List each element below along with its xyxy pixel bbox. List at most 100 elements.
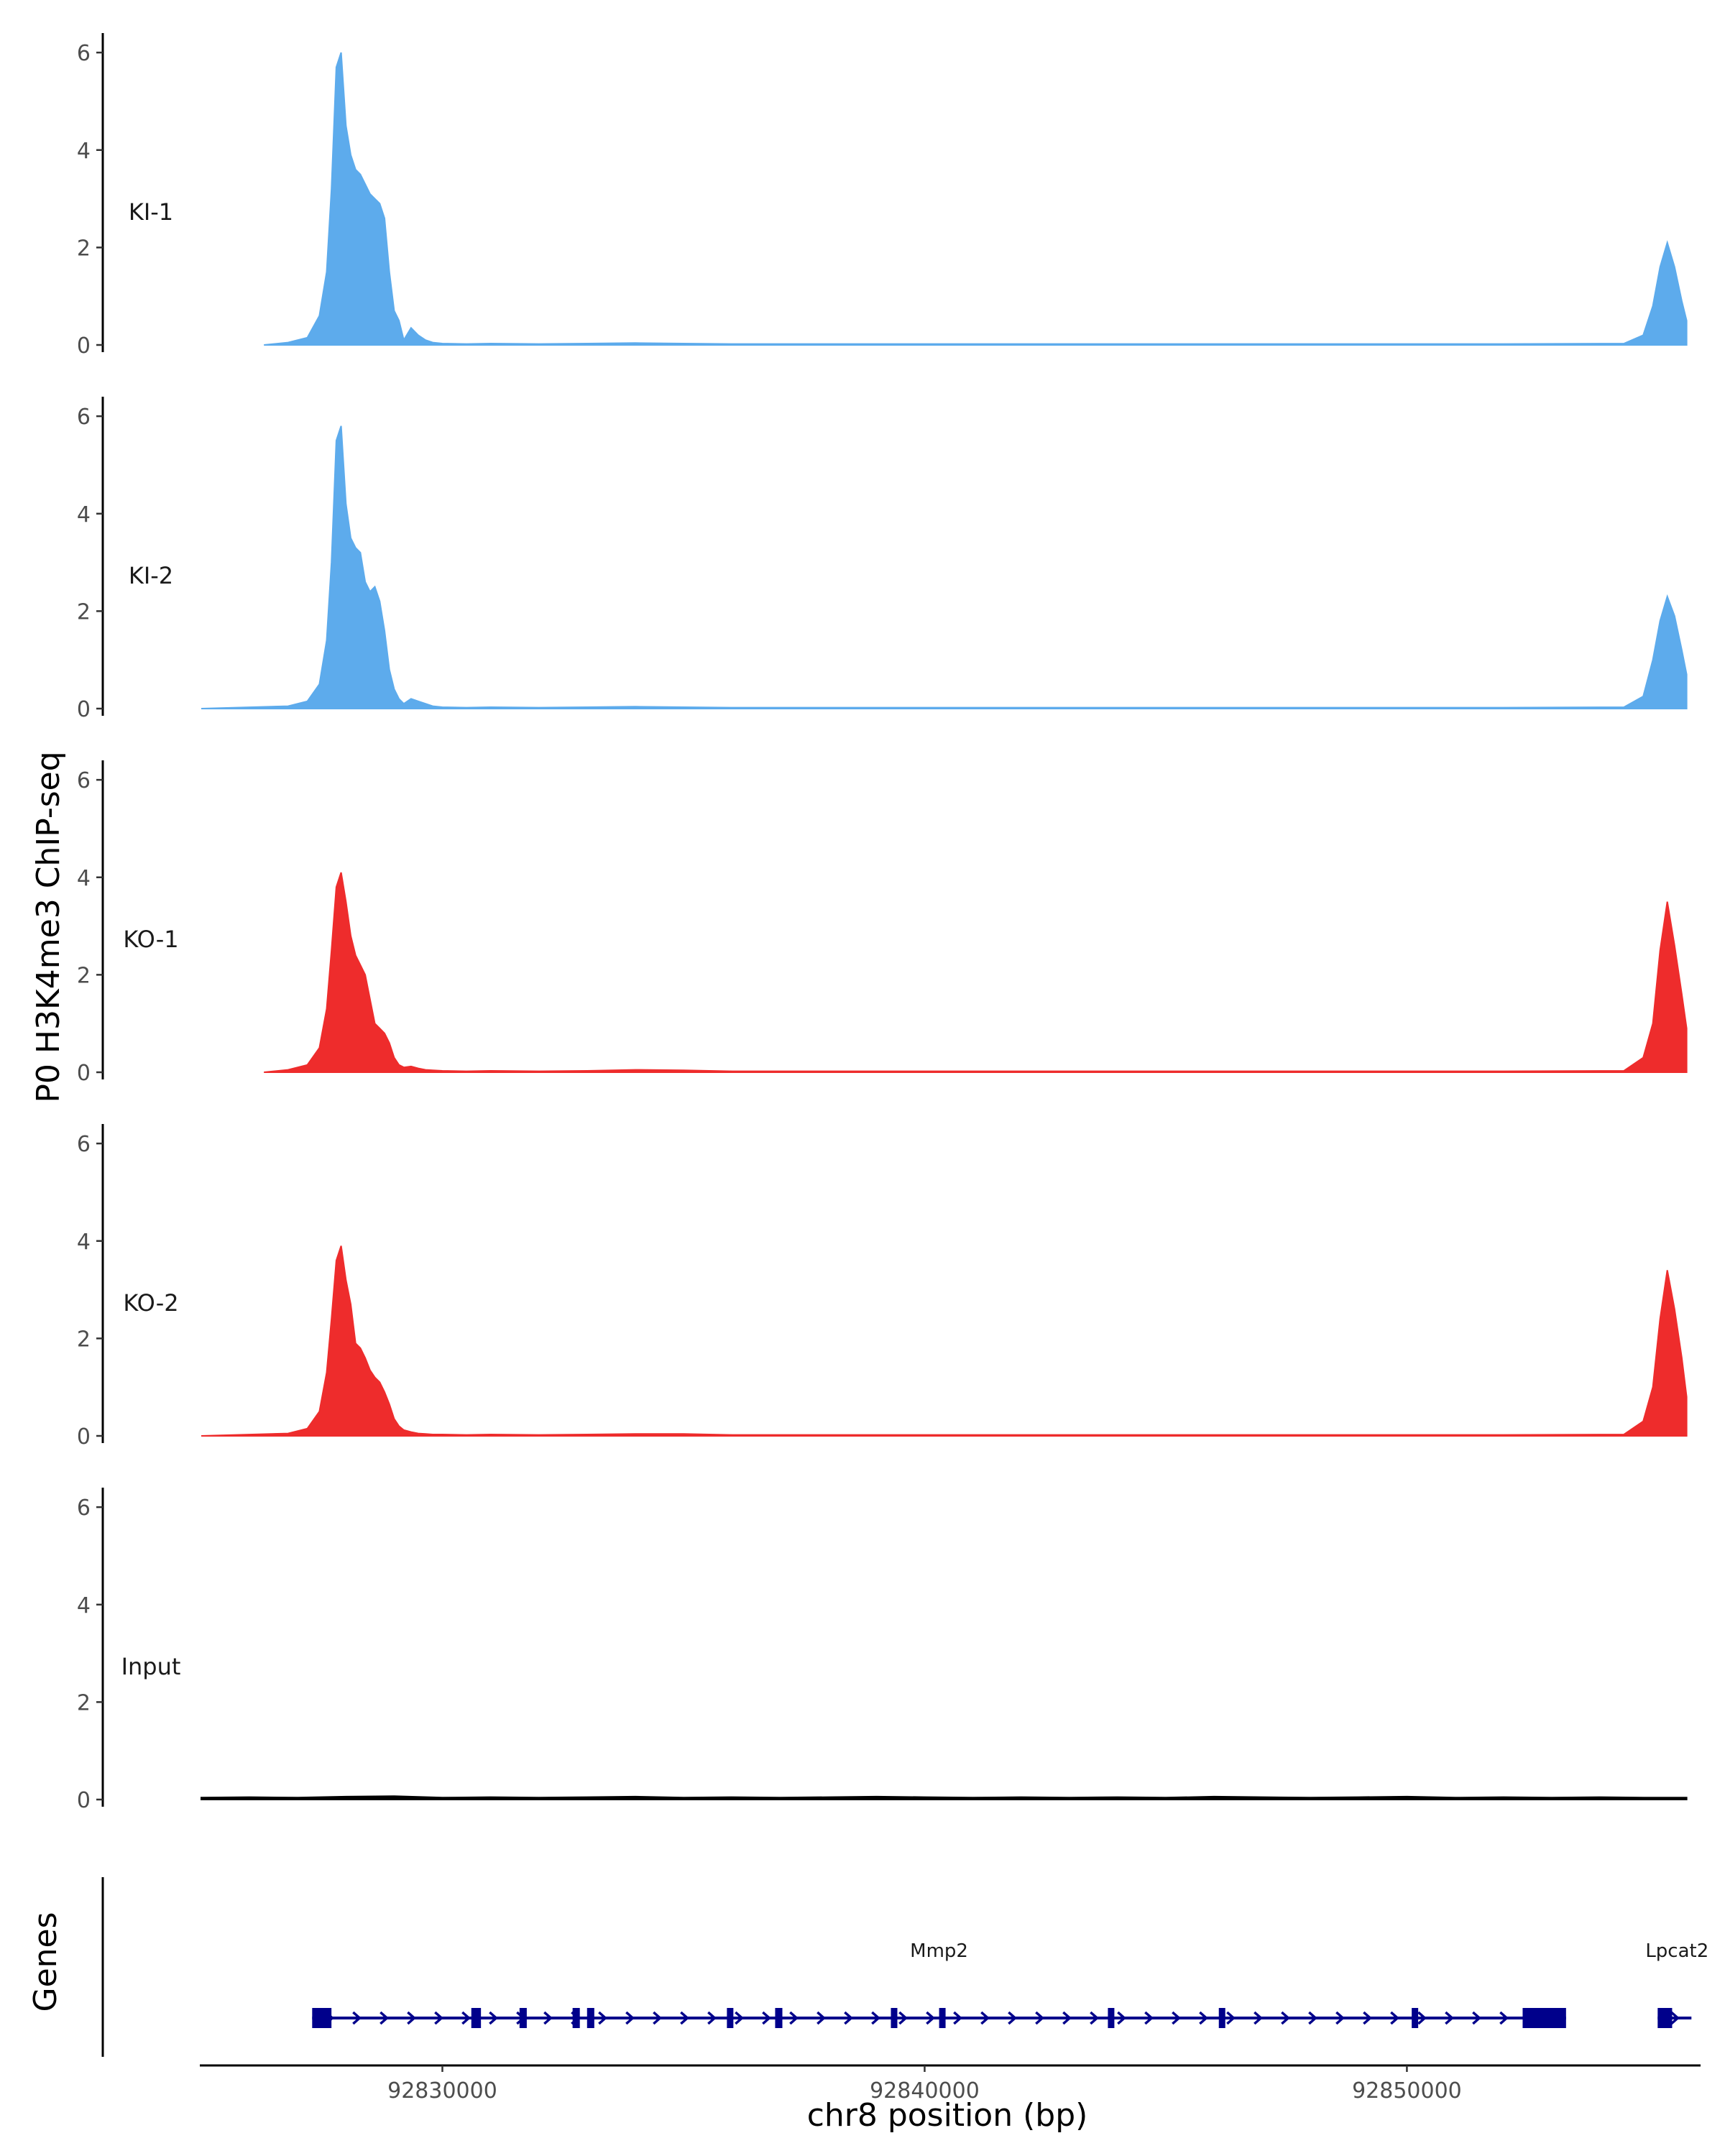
strand-arrow-icon bbox=[598, 2011, 607, 2025]
track-ko-2: 0 2 4 6 KO-2 bbox=[77, 1124, 1688, 1450]
track-label: KI-2 bbox=[129, 562, 173, 589]
y-tick-label: 0 bbox=[77, 1788, 91, 1813]
y-tick-label: 4 bbox=[77, 1593, 91, 1618]
y-tick-label: 4 bbox=[77, 502, 91, 528]
track-ki-1: 0 2 4 6 KI-1 bbox=[77, 33, 1688, 359]
track-signal-area bbox=[201, 1245, 1688, 1437]
strand-arrow-icon bbox=[625, 2011, 635, 2025]
y-tick-label: 2 bbox=[77, 599, 91, 625]
y-tick-label: 6 bbox=[77, 1132, 91, 1157]
strand-arrow-icon bbox=[407, 2011, 416, 2025]
y-tick-label: 2 bbox=[77, 1327, 91, 1352]
gene-exon bbox=[1412, 2008, 1419, 2028]
y-tick-label: 0 bbox=[77, 697, 91, 722]
tracks: 0 2 4 6 KI-1 0 2 4 6 KI-2 0 2 4 6 KO-1 0 2 4 6 KO-2 0 2 4 6 Inpu… bbox=[77, 33, 1688, 1813]
y-tick-label: 2 bbox=[77, 1690, 91, 1715]
gene-exon bbox=[1522, 2008, 1566, 2028]
strand-arrow-icon bbox=[1199, 2011, 1208, 2025]
y-tick-label: 4 bbox=[77, 1230, 91, 1255]
strand-arrow-icon bbox=[543, 2011, 553, 2025]
track-label: KO-2 bbox=[123, 1289, 178, 1317]
genes-axis-title: Genes bbox=[27, 1912, 64, 2012]
gene-exon bbox=[586, 2008, 594, 2028]
y-tick-label: 6 bbox=[77, 41, 91, 66]
strand-arrow-icon bbox=[1172, 2011, 1181, 2025]
strand-arrow-icon bbox=[1670, 2011, 1680, 2025]
track-input: 0 2 4 6 Input bbox=[77, 1488, 1688, 1813]
strand-arrow-icon bbox=[1254, 2011, 1263, 2025]
y-tick-label: 6 bbox=[77, 1496, 91, 1521]
strand-arrow-icon bbox=[1308, 2011, 1317, 2025]
gene-exon bbox=[891, 2008, 898, 2028]
gene-exon bbox=[1218, 2008, 1225, 2028]
gene-exon bbox=[312, 2008, 332, 2028]
x-axis-title: chr8 position (bp) bbox=[807, 2097, 1088, 2134]
track-label: KO-1 bbox=[123, 926, 178, 953]
strand-arrow-icon bbox=[1417, 2011, 1427, 2025]
y-tick-label: 4 bbox=[77, 139, 91, 164]
gene-exon bbox=[1108, 2008, 1115, 2028]
strand-arrow-icon bbox=[844, 2011, 853, 2025]
track-label: KI-1 bbox=[129, 198, 173, 226]
strand-arrow-icon bbox=[953, 2011, 962, 2025]
strand-arrow-icon bbox=[1472, 2011, 1481, 2025]
strand-arrow-icon bbox=[434, 2011, 443, 2025]
y-tick-label: 6 bbox=[77, 768, 91, 793]
strand-arrow-icon bbox=[926, 2011, 935, 2025]
track-signal-area bbox=[264, 52, 1688, 346]
y-tick-label: 6 bbox=[77, 405, 91, 430]
gene-name-label: Lpcat2 bbox=[1645, 1940, 1708, 1962]
strand-arrow-icon bbox=[898, 2011, 908, 2025]
y-tick-label: 0 bbox=[77, 1061, 91, 1086]
strand-arrow-icon bbox=[789, 2011, 799, 2025]
strand-arrow-icon bbox=[1008, 2011, 1017, 2025]
y-tick-label: 4 bbox=[77, 866, 91, 891]
strand-arrow-icon bbox=[1035, 2011, 1044, 2025]
track-label: Input bbox=[121, 1653, 181, 1680]
strand-arrow-icon bbox=[461, 2011, 471, 2025]
strand-arrow-icon bbox=[489, 2011, 498, 2025]
gene-mmp2: Mmp2 bbox=[312, 1940, 1566, 2028]
strand-arrow-icon bbox=[1117, 2011, 1126, 2025]
strand-arrow-icon bbox=[871, 2011, 880, 2025]
x-tick-label: 92840000 bbox=[870, 2078, 980, 2104]
y-axis-title: P0 H3K4me3 ChIP-seq bbox=[30, 751, 67, 1102]
strand-arrow-icon bbox=[1144, 2011, 1154, 2025]
track-ki-2: 0 2 4 6 KI-2 bbox=[77, 397, 1688, 722]
track-signal-area bbox=[201, 425, 1688, 709]
gene-exon bbox=[775, 2008, 783, 2028]
gene-lpcat2: Lpcat2 bbox=[1645, 1940, 1708, 2028]
x-tick-label: 92830000 bbox=[387, 2078, 497, 2104]
strand-arrow-icon bbox=[1062, 2011, 1072, 2025]
track-signal-area bbox=[264, 872, 1688, 1073]
strand-arrow-icon bbox=[380, 2011, 389, 2025]
strand-arrow-icon bbox=[1499, 2011, 1509, 2025]
strand-arrow-icon bbox=[1363, 2011, 1372, 2025]
gene-name-label: Mmp2 bbox=[910, 1940, 968, 1962]
strand-arrow-icon bbox=[735, 2011, 744, 2025]
strand-arrow-icon bbox=[980, 2011, 990, 2025]
strand-arrow-icon bbox=[1090, 2011, 1099, 2025]
gene-exon bbox=[727, 2008, 734, 2028]
track-ko-1: 0 2 4 6 KO-1 bbox=[77, 760, 1688, 1086]
strand-arrow-icon bbox=[1226, 2011, 1236, 2025]
strand-arrow-icon bbox=[1445, 2011, 1454, 2025]
strand-arrow-icon bbox=[352, 2011, 362, 2025]
gene-exon bbox=[471, 2008, 482, 2028]
gene-panel: Mmp2 Lpcat2 bbox=[101, 1877, 1708, 2057]
strand-arrow-icon bbox=[653, 2011, 662, 2025]
gene-exon bbox=[939, 2008, 946, 2028]
y-tick-label: 0 bbox=[77, 1424, 91, 1450]
y-tick-label: 0 bbox=[77, 333, 91, 359]
track-signal-area bbox=[201, 1795, 1688, 1800]
y-tick-label: 2 bbox=[77, 963, 91, 988]
strand-arrow-icon bbox=[1390, 2011, 1399, 2025]
strand-arrow-icon bbox=[707, 2011, 717, 2025]
gene-exon bbox=[572, 2008, 580, 2028]
gene-exon bbox=[519, 2008, 527, 2028]
gene-exon bbox=[1657, 2008, 1673, 2028]
strand-arrow-icon bbox=[680, 2011, 689, 2025]
strand-arrow-icon bbox=[762, 2011, 771, 2025]
